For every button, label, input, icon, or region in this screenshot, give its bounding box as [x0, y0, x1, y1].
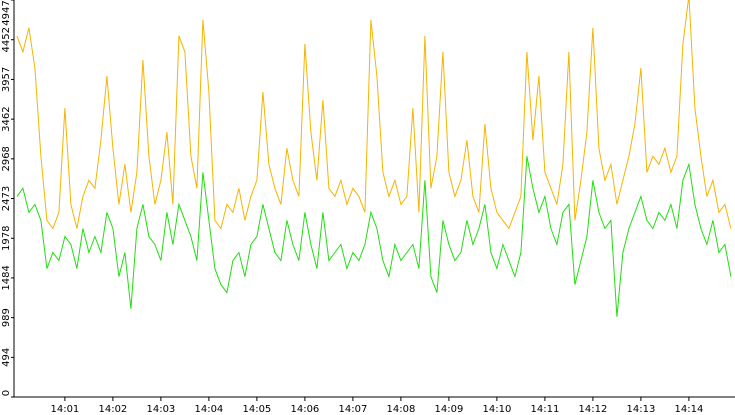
y-tick-label: 494	[1, 348, 12, 367]
x-tick-label: 14:01	[50, 404, 79, 415]
y-tick-label: 4947	[1, 0, 12, 25]
y-tick-label: 0	[1, 390, 12, 396]
y-tick-label: 3957	[1, 67, 12, 92]
x-tick-label: 14:05	[242, 404, 271, 415]
x-tick-label: 14:13	[627, 404, 656, 415]
x-tick-label: 14:06	[290, 404, 319, 415]
y-tick-label: 1484	[1, 265, 12, 290]
x-tick-label: 14:14	[675, 404, 704, 415]
x-tick-label: 14:10	[482, 404, 511, 415]
x-tick-label: 14:11	[530, 404, 559, 415]
series-line	[16, 156, 732, 317]
x-tick-label: 14:09	[434, 404, 463, 415]
x-tick-label: 14:02	[98, 404, 127, 415]
y-tick-label: 2968	[1, 146, 12, 171]
y-tick-label: 2473	[1, 186, 12, 211]
x-tick-label: 14:03	[146, 404, 175, 415]
series-line	[16, 0, 732, 230]
y-tick-label: 989	[1, 308, 12, 327]
y-tick-label: 4452	[1, 27, 12, 52]
x-tick-label: 14:08	[386, 404, 415, 415]
x-tick-label: 14:04	[194, 404, 223, 415]
y-tick-label: 1978	[1, 226, 12, 251]
x-tick-label: 14:12	[578, 404, 607, 415]
y-tick-label: 3462	[1, 106, 12, 131]
x-tick-label: 14:07	[338, 404, 367, 415]
